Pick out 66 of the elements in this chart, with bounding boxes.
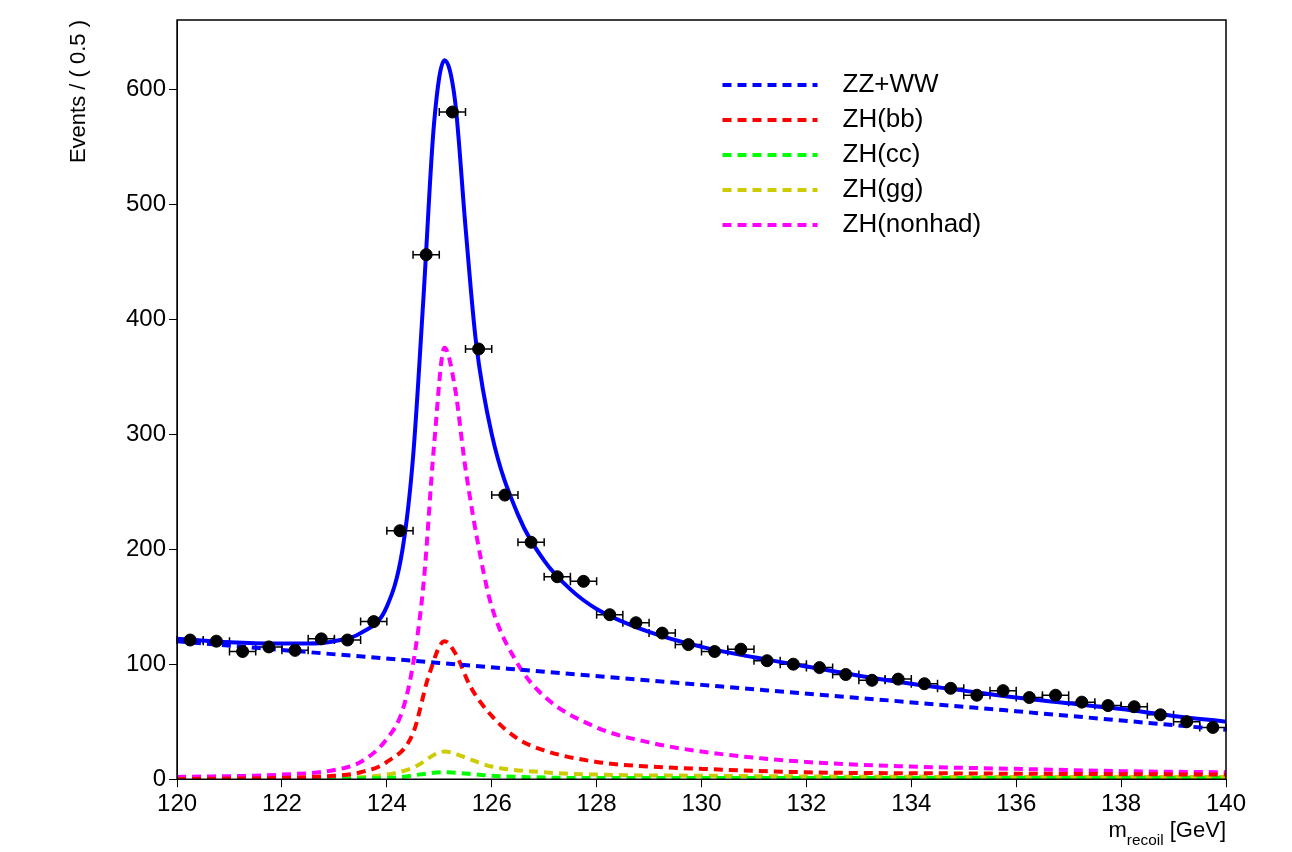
point [236, 645, 250, 659]
x-tick-label: 136 [996, 789, 1037, 817]
x-tick-label: 122 [261, 789, 302, 817]
point [498, 488, 512, 502]
point [1075, 695, 1089, 709]
point [288, 643, 302, 657]
x-tick-label: 126 [471, 789, 512, 817]
point [760, 654, 774, 668]
point [367, 615, 381, 629]
point [1101, 699, 1115, 713]
line-series [177, 345, 1226, 779]
point [1206, 720, 1220, 734]
point [786, 657, 800, 671]
point [341, 633, 354, 647]
point [1049, 688, 1063, 702]
x-tick-label: 124 [366, 789, 407, 817]
y-axis-title: Events / ( 0.5 ) [65, 19, 91, 164]
point [629, 616, 643, 630]
point [524, 535, 538, 549]
legend-label: ZH(nonhad) [842, 208, 982, 239]
y-tick-label: 500 [126, 188, 167, 216]
point [393, 524, 407, 538]
point [1180, 715, 1194, 729]
y-tick-label: 300 [126, 418, 167, 446]
point [419, 248, 433, 262]
x-tick-label: 140 [1205, 789, 1247, 817]
legend-label: ZZ+WW [842, 68, 939, 99]
point [655, 626, 669, 640]
y-tick-label: 200 [126, 533, 167, 561]
x-tick-label: 138 [1101, 789, 1142, 817]
legend-label: ZH(gg) [842, 173, 924, 204]
point [996, 684, 1010, 698]
x-tick-label: 132 [786, 789, 827, 817]
point [1127, 700, 1141, 714]
point [183, 633, 197, 647]
point [472, 342, 486, 356]
point [970, 688, 984, 702]
point [813, 661, 827, 675]
point [708, 645, 722, 659]
point [917, 677, 931, 691]
x-tick-label: 120 [157, 789, 198, 817]
point [314, 632, 328, 646]
y-tick-label: 100 [126, 648, 167, 676]
y-tick-label: 600 [126, 73, 167, 101]
point [550, 570, 564, 584]
point [445, 105, 459, 119]
point [1153, 708, 1167, 722]
y-tick-label: 400 [126, 303, 167, 331]
point [681, 638, 695, 652]
y-tick-label: 0 [152, 763, 167, 791]
point [577, 574, 591, 588]
legend-label: ZH(bb) [842, 103, 924, 134]
point [603, 608, 617, 622]
point [1022, 691, 1036, 705]
point [839, 668, 853, 682]
x-tick-label: 128 [576, 789, 617, 817]
x-tick-label: 134 [891, 789, 932, 817]
point [209, 634, 223, 648]
point [865, 673, 879, 687]
legend-label: ZH(cc) [842, 138, 921, 169]
point [944, 681, 958, 695]
x-tick-label: 130 [681, 789, 722, 817]
line-series [177, 639, 1226, 780]
point [734, 642, 748, 656]
point [262, 640, 276, 654]
point [891, 672, 905, 686]
